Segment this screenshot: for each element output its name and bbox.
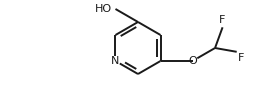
Text: HO: HO <box>95 4 113 14</box>
Text: N: N <box>111 56 120 66</box>
Text: O: O <box>188 56 197 66</box>
Text: F: F <box>219 15 226 25</box>
Text: F: F <box>238 53 244 63</box>
